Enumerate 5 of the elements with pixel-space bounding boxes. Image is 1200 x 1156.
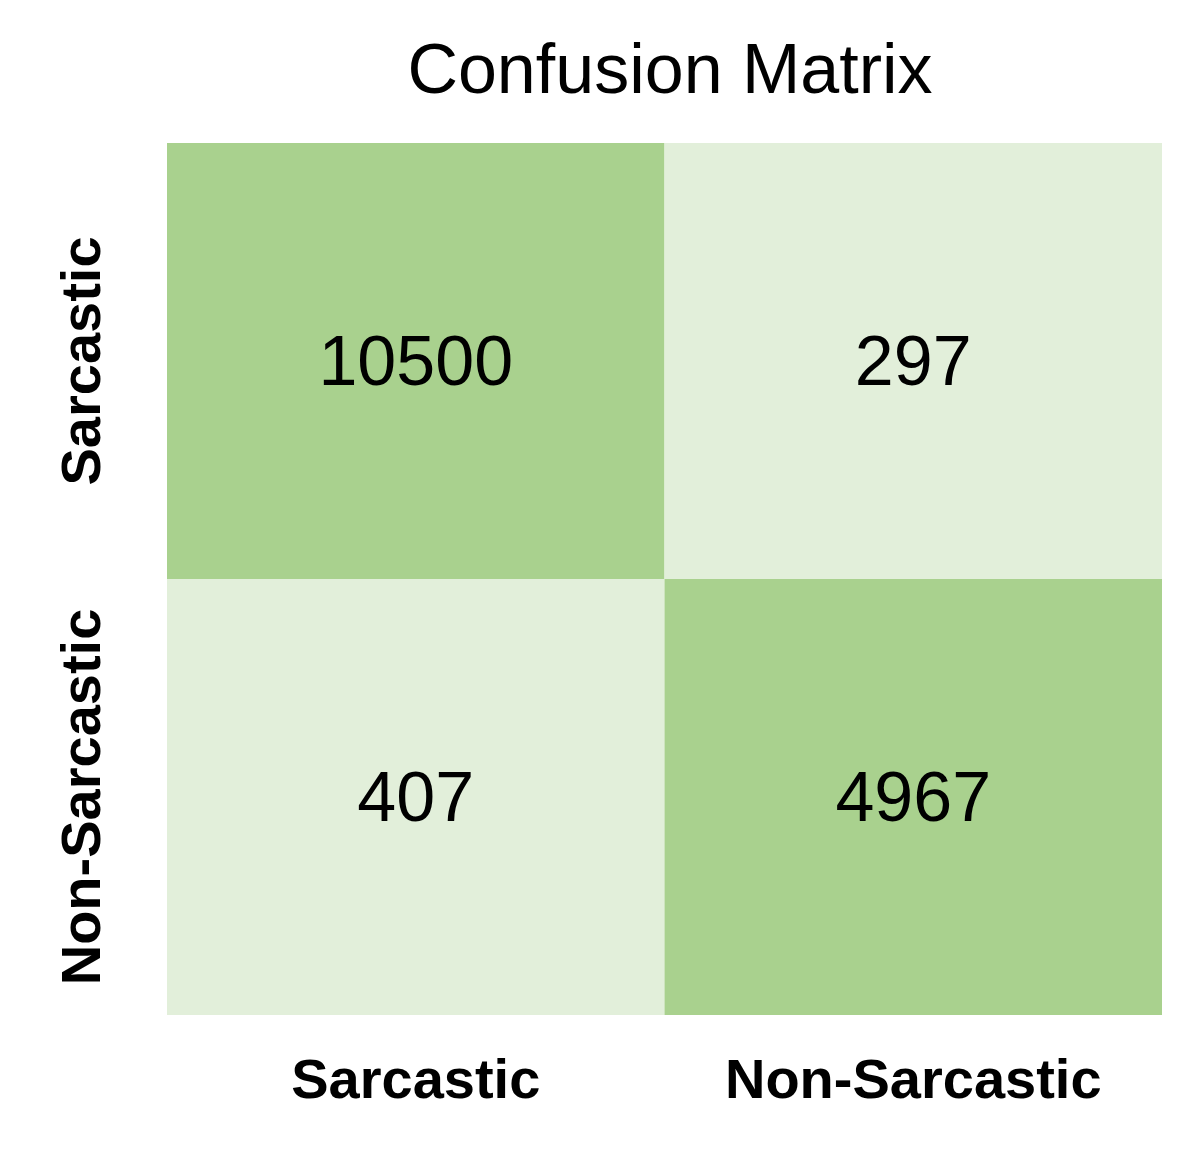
data-label: 10500: [318, 322, 514, 400]
chart-title: Confusion Matrix: [407, 30, 933, 108]
data-label: 297: [854, 322, 972, 400]
data-label: 4967: [835, 758, 992, 836]
data-label: 407: [357, 758, 475, 836]
